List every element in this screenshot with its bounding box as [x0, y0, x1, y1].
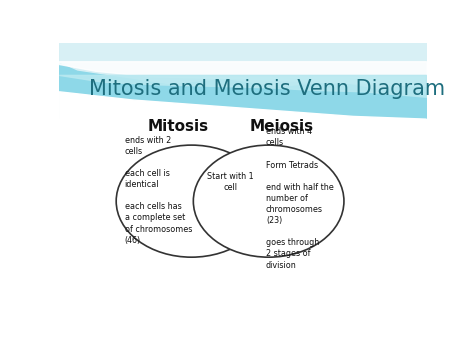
Polygon shape	[59, 62, 427, 86]
Circle shape	[193, 145, 344, 257]
Text: ends with 4
cells

Form Tetrads

end with half the
number of
chromosomes
(23)

g: ends with 4 cells Form Tetrads end with …	[266, 127, 334, 269]
Polygon shape	[59, 92, 427, 119]
Text: Start with 1
cell: Start with 1 cell	[207, 172, 254, 192]
Text: ends with 2
cells

each cell is
identical

each cells has
a complete set
of chro: ends with 2 cells each cell is identical…	[125, 136, 192, 245]
Text: Mitosis and Meiosis Venn Diagram: Mitosis and Meiosis Venn Diagram	[89, 79, 445, 99]
Text: Mitosis: Mitosis	[148, 119, 209, 134]
Polygon shape	[59, 75, 427, 97]
Text: Meiosis: Meiosis	[249, 119, 314, 134]
Bar	[59, 119, 427, 316]
Polygon shape	[59, 43, 427, 89]
Circle shape	[116, 145, 267, 257]
Bar	[59, 43, 427, 119]
